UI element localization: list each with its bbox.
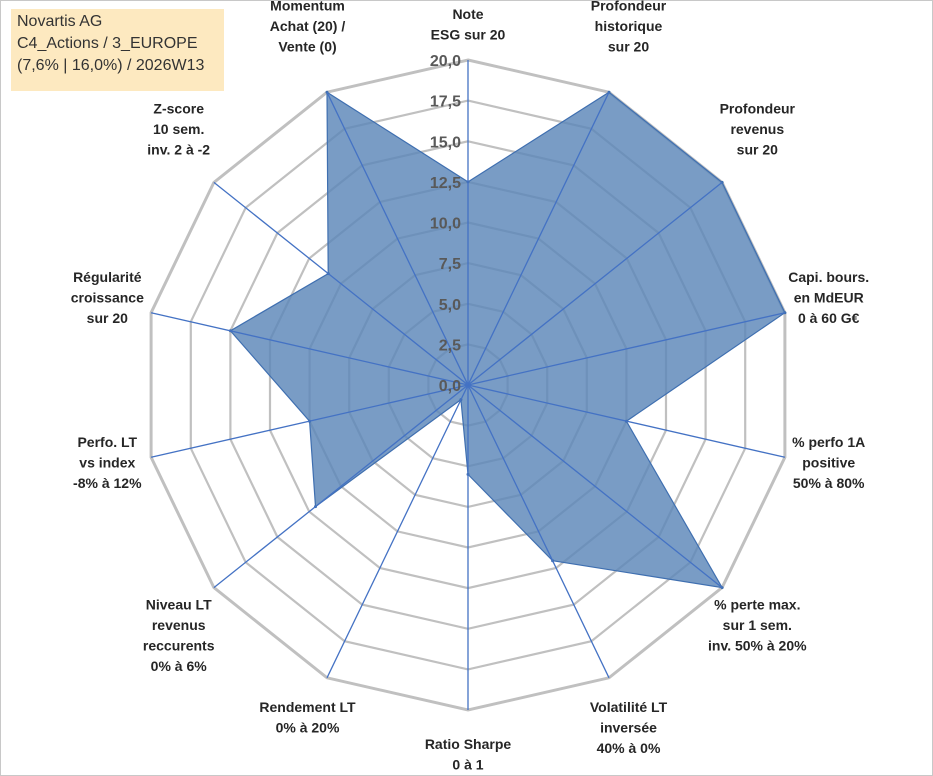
axis-spoke — [213, 384, 469, 589]
axis-spoke — [326, 91, 469, 386]
r-tick-label: 7,5 — [439, 256, 461, 273]
axis-label: Régularité croissance sur 20 — [71, 269, 144, 326]
axis-label: Profondeur revenus sur 20 — [720, 100, 796, 157]
r-tick-label: 10,0 — [430, 216, 461, 233]
axis-label: Momentum Achat (20) / Vente (0) — [270, 0, 346, 55]
axis-label: Volatilité LT inversée 40% à 0% — [590, 699, 668, 756]
axis-label: Rendement LT 0% à 20% — [259, 699, 356, 736]
axis-spoke — [467, 384, 610, 679]
axis-label: % perte max. sur 1 sem. inv. 50% à 20% — [708, 596, 807, 653]
company-name: Novartis AG — [17, 13, 103, 30]
axis-label: Niveau LT revenus reccurents 0% à 6% — [143, 596, 215, 674]
axis-spoke — [150, 384, 469, 458]
axis-spoke — [326, 384, 469, 679]
series-area — [229, 91, 786, 589]
axis-label: Note ESG sur 20 — [431, 6, 506, 43]
axis-spoke — [467, 384, 786, 458]
params-label: (7,6% | 16,0%) / 2026W13 — [17, 57, 205, 74]
axis-label: Ratio Sharpe 0 à 1 — [425, 736, 512, 773]
axis-label: % perfo 1A positive 50% à 80% — [792, 434, 865, 491]
r-tick-label: 17,5 — [430, 94, 461, 111]
r-tick-label: 0,0 — [439, 378, 461, 395]
axis-label: Perfo. LT vs index -8% à 12% — [73, 434, 142, 491]
axis-spoke — [467, 181, 723, 386]
r-tick-label: 15,0 — [430, 134, 461, 151]
r-tick-label: 20,0 — [430, 53, 461, 70]
axis-label: Z-score 10 sem. inv. 2 à -2 — [147, 100, 210, 157]
axis-spoke — [467, 91, 610, 386]
axis-label: Capi. bours. en MdEUR 0 à 60 G€ — [788, 269, 869, 326]
axis-label: Profondeur historique sur 20 — [591, 0, 667, 55]
info-box: Novartis AG C4_Actions / 3_EUROPE (7,6% … — [11, 9, 224, 91]
r-tick-label: 2,5 — [439, 337, 461, 354]
axis-spoke — [150, 312, 469, 386]
axis-spoke — [467, 384, 723, 589]
axis-spoke — [467, 312, 786, 386]
axis-spoke — [213, 181, 469, 386]
category-label: C4_Actions / 3_EUROPE — [17, 35, 198, 52]
r-tick-label: 12,5 — [430, 175, 461, 192]
r-tick-label: 5,0 — [439, 297, 461, 314]
